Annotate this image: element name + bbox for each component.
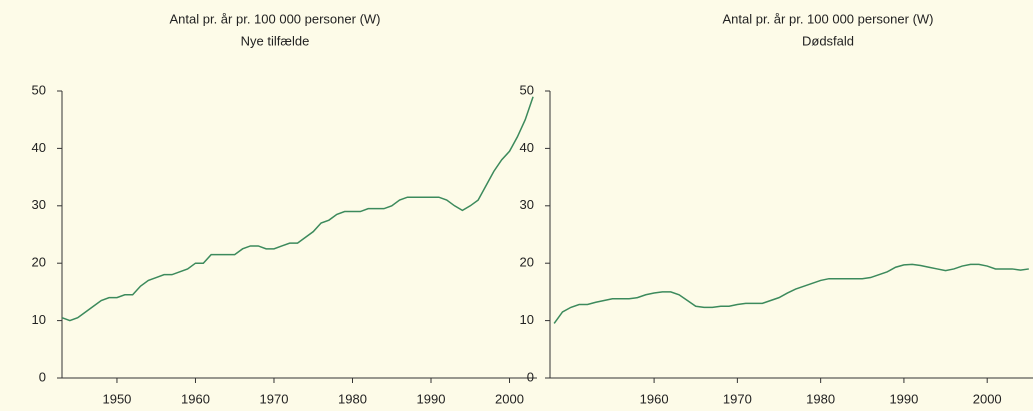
data-line	[61, 96, 534, 322]
x-tick-label: 1960	[640, 391, 669, 406]
x-tick-label: 1960	[181, 391, 210, 406]
x-tick-label: 1970	[260, 391, 289, 406]
x-tick-label: 2000	[495, 391, 524, 406]
y-tick-label: 50	[32, 82, 46, 97]
x-tick-label: 1990	[889, 391, 918, 406]
x-tick-label: 1980	[806, 391, 835, 406]
chart-subtitle: Dødsfald	[802, 33, 854, 48]
x-tick-label: 1990	[417, 391, 446, 406]
y-tick-label: 40	[32, 140, 46, 155]
x-tick-label: 2000	[973, 391, 1002, 406]
y-tick-label: 50	[520, 82, 534, 97]
y-tick-label: 10	[32, 312, 46, 327]
y-tick-label: 30	[32, 197, 46, 212]
chart-title: Antal pr. år pr. 100 000 personer (W)	[723, 11, 934, 26]
chart-title: Antal pr. år pr. 100 000 personer (W)	[170, 11, 381, 26]
y-tick-label: 0	[527, 369, 534, 384]
y-tick-label: 20	[32, 255, 46, 270]
y-tick-label: 40	[520, 140, 534, 155]
x-tick-label: 1970	[723, 391, 752, 406]
y-tick-label: 0	[39, 369, 46, 384]
y-tick-label: 30	[520, 197, 534, 212]
y-tick-label: 10	[520, 312, 534, 327]
y-tick-label: 20	[520, 255, 534, 270]
x-tick-label: 1980	[338, 391, 367, 406]
x-tick-label: 1950	[102, 391, 131, 406]
chart-subtitle: Nye tilfælde	[241, 33, 310, 48]
data-line	[553, 263, 1029, 324]
